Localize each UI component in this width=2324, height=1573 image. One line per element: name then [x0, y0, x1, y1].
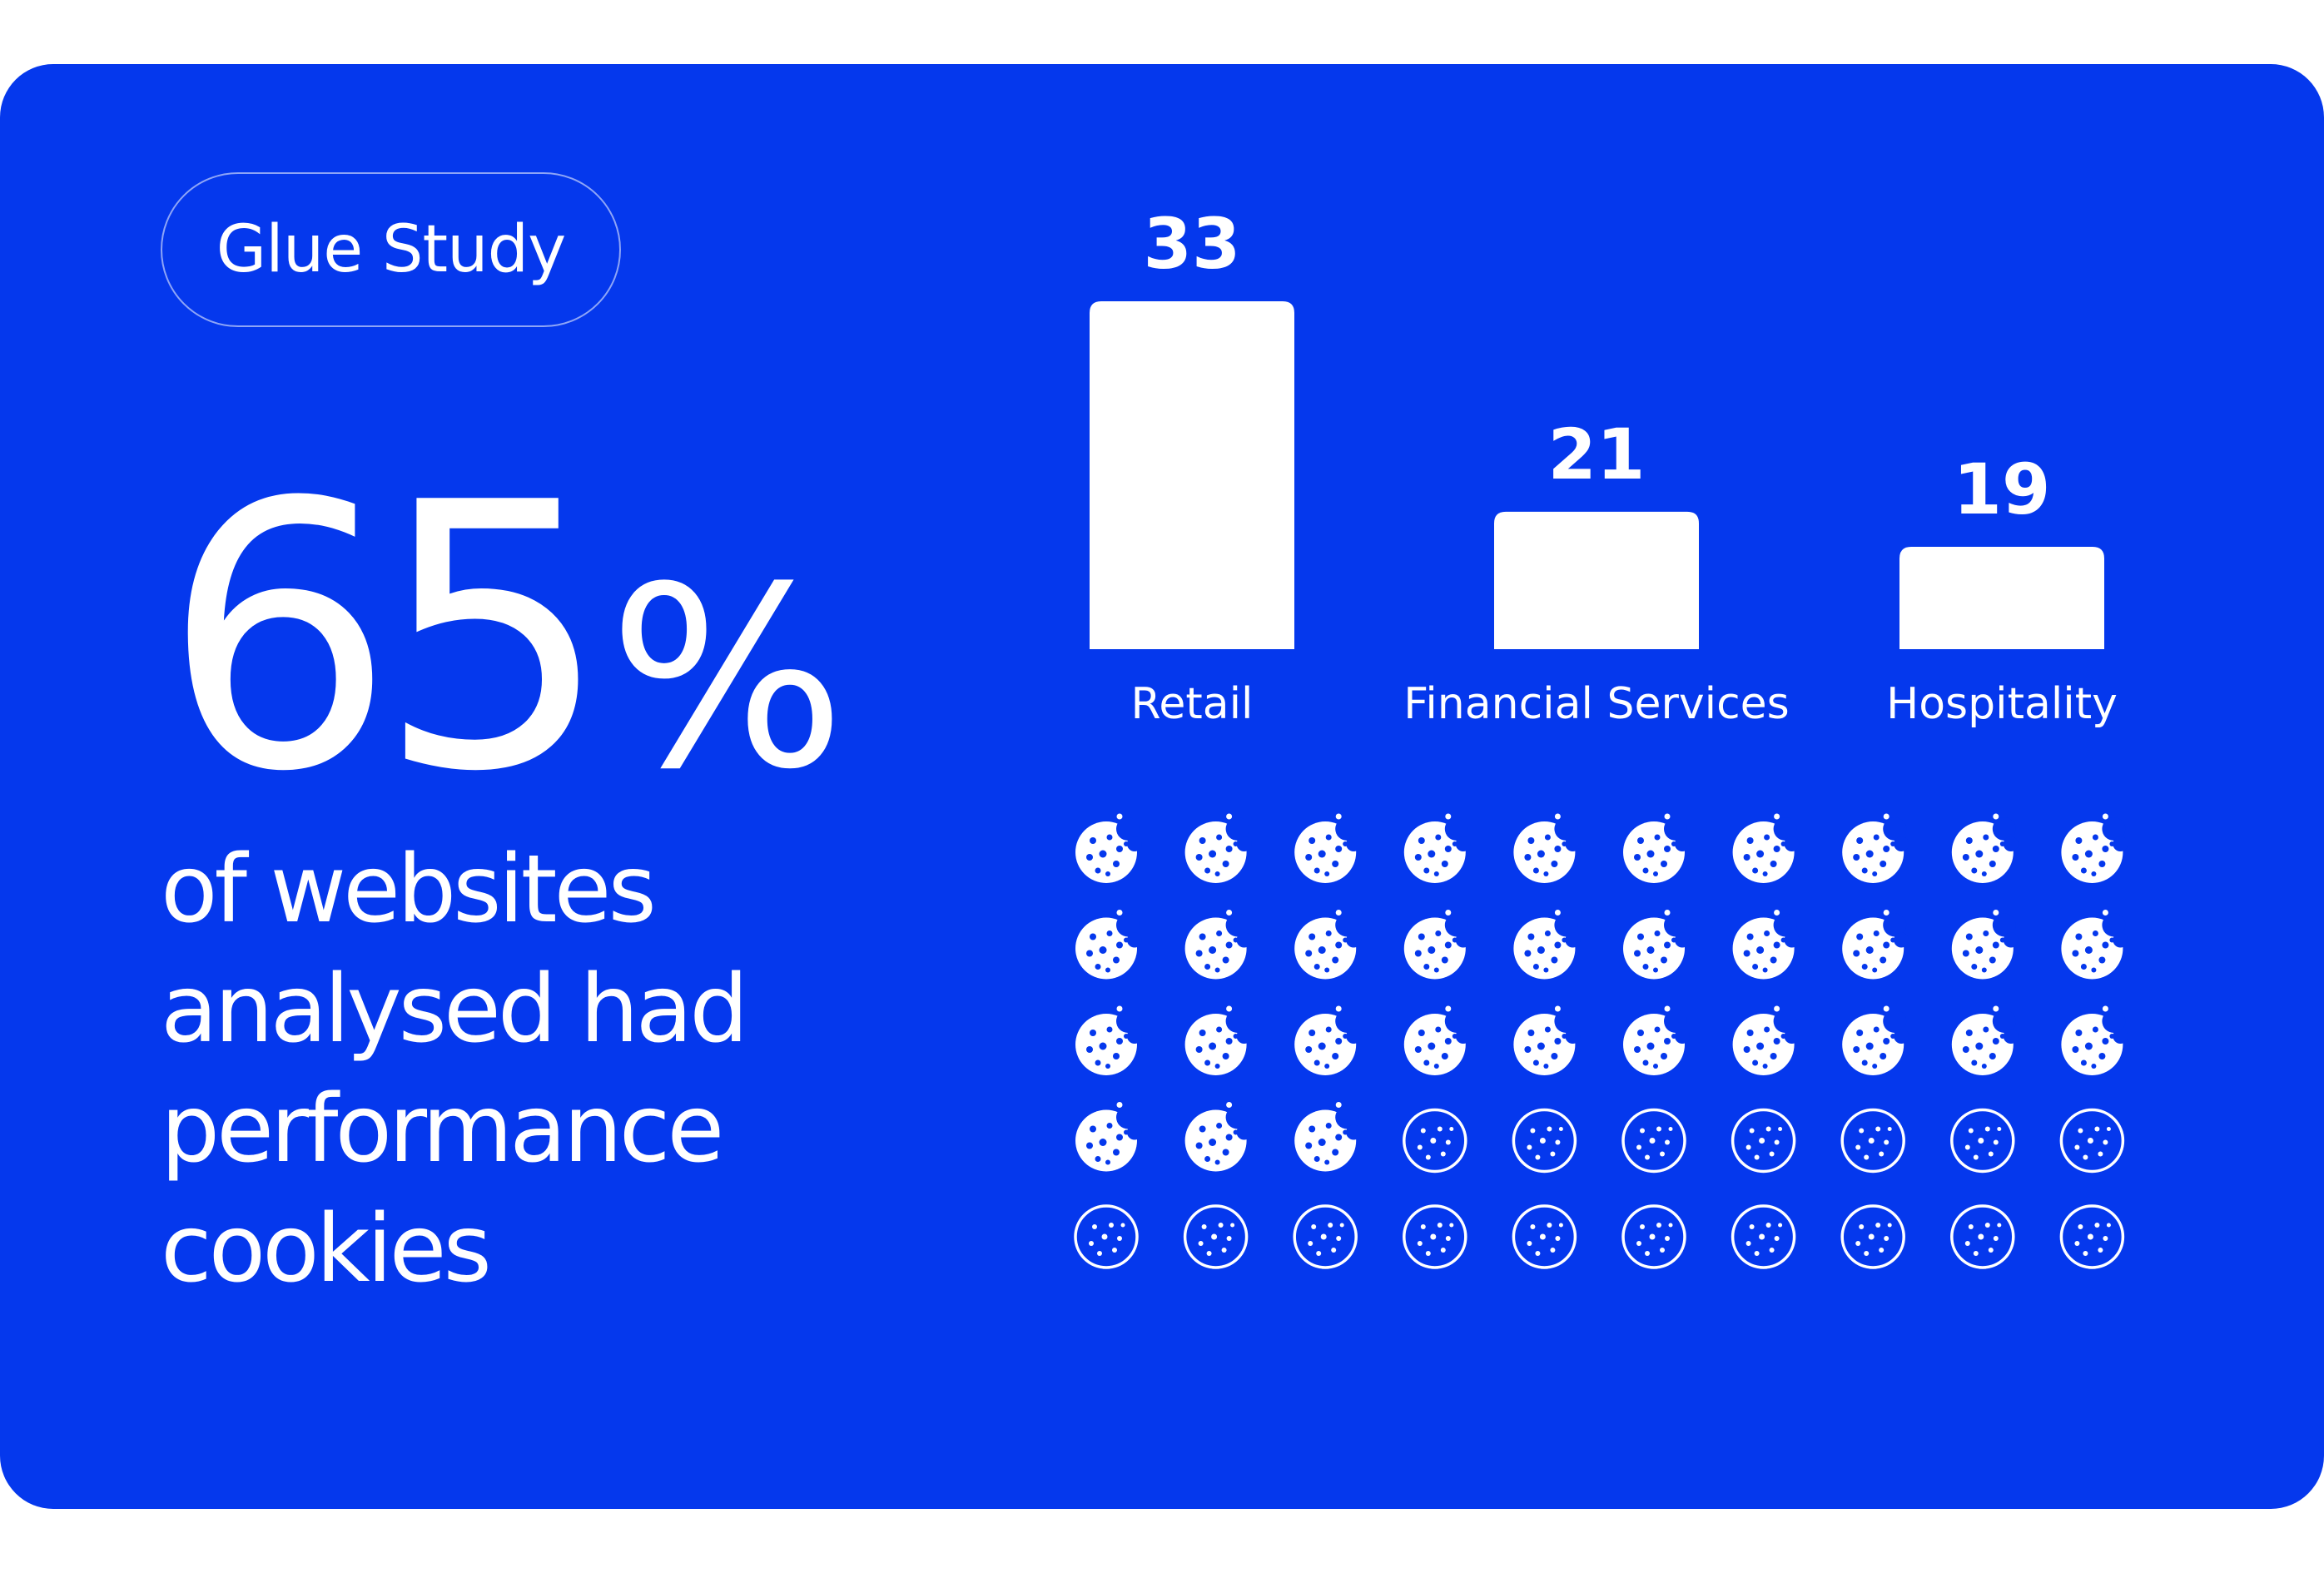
bitten-cookie-icon — [1403, 1005, 1471, 1075]
bitten-cookie-icon — [1623, 813, 1690, 883]
bar-value-label: 33 — [1144, 203, 1241, 285]
bar-hospitality — [1899, 547, 2104, 649]
bitten-cookie-icon — [1184, 813, 1252, 883]
study-badge: Glue Study — [161, 172, 621, 327]
cookie-outline-icon — [1403, 1108, 1467, 1174]
bitten-cookie-icon — [1842, 910, 1909, 980]
bitten-cookie-icon — [1184, 910, 1252, 980]
cookie-outline-icon — [1512, 1108, 1577, 1174]
cookie-outline-icon — [1950, 1108, 2015, 1174]
headline-number: 65 — [162, 425, 610, 851]
bitten-cookie-icon — [1184, 1102, 1252, 1172]
bitten-cookie-icon — [1513, 1005, 1581, 1075]
category-label: Retail — [1131, 679, 1254, 729]
bitten-cookie-icon — [1294, 1102, 1362, 1172]
bitten-cookie-icon — [1951, 1005, 2019, 1075]
bitten-cookie-icon — [1951, 910, 2019, 980]
description-line-2: analysed had — [161, 955, 748, 1064]
bitten-cookie-icon — [1623, 910, 1690, 980]
cookie-outline-icon — [1950, 1204, 2015, 1269]
bitten-cookie-icon — [1075, 1005, 1142, 1075]
bitten-cookie-icon — [1294, 813, 1362, 883]
bitten-cookie-icon — [2061, 1005, 2128, 1075]
description-line-4: cookies — [161, 1195, 492, 1303]
headline-stat: 65% — [162, 455, 846, 821]
bitten-cookie-icon — [2061, 910, 2128, 980]
bitten-cookie-icon — [1732, 910, 1800, 980]
bitten-cookie-icon — [1513, 910, 1581, 980]
cookie-outline-icon — [1183, 1204, 1249, 1269]
cookie-outline-icon — [2059, 1204, 2125, 1269]
bitten-cookie-icon — [1075, 910, 1142, 980]
bitten-cookie-icon — [1403, 813, 1471, 883]
bar-retail — [1090, 301, 1294, 649]
bitten-cookie-icon — [1294, 1005, 1362, 1075]
cookie-outline-icon — [1840, 1108, 1905, 1174]
bar-financial-services — [1494, 511, 1699, 649]
bitten-cookie-icon — [1513, 813, 1581, 883]
description-line-1: of websites — [161, 836, 657, 944]
category-label: Hospitality — [1886, 679, 2118, 729]
headline-unit: % — [608, 533, 846, 824]
cookie-outline-icon — [1074, 1204, 1139, 1269]
bitten-cookie-icon — [1075, 1102, 1142, 1172]
bar-value-label: 19 — [1954, 449, 2051, 530]
bitten-cookie-icon — [1403, 910, 1471, 980]
cookie-outline-icon — [1512, 1204, 1577, 1269]
cookie-outline-icon — [1731, 1204, 1796, 1269]
bitten-cookie-icon — [1951, 813, 2019, 883]
bitten-cookie-icon — [1184, 1005, 1252, 1075]
description-line-3: performance — [161, 1075, 724, 1183]
cookie-outline-icon — [2059, 1108, 2125, 1174]
bar-value-label: 21 — [1548, 414, 1646, 495]
headline-description: of websites analysed had performance coo… — [161, 830, 993, 1309]
cookie-outline-icon — [1621, 1108, 1686, 1174]
cookie-outline-icon — [1840, 1204, 1905, 1269]
cookie-outline-icon — [1403, 1204, 1467, 1269]
category-label: Financial Services — [1403, 679, 1790, 729]
bitten-cookie-icon — [1623, 1005, 1690, 1075]
bitten-cookie-icon — [2061, 813, 2128, 883]
bitten-cookie-icon — [1294, 910, 1362, 980]
cookie-outline-icon — [1293, 1204, 1358, 1269]
cookie-outline-icon — [1621, 1204, 1686, 1269]
bitten-cookie-icon — [1842, 813, 1909, 883]
bitten-cookie-icon — [1732, 1005, 1800, 1075]
bitten-cookie-icon — [1075, 813, 1142, 883]
cookie-outline-icon — [1731, 1108, 1796, 1174]
bitten-cookie-icon — [1842, 1005, 1909, 1075]
bitten-cookie-icon — [1732, 813, 1800, 883]
